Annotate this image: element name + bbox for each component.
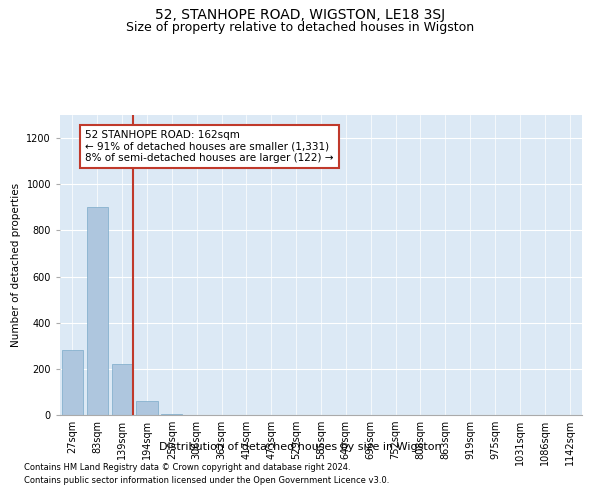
Y-axis label: Number of detached properties: Number of detached properties xyxy=(11,183,21,347)
Text: Size of property relative to detached houses in Wigston: Size of property relative to detached ho… xyxy=(126,21,474,34)
Text: Distribution of detached houses by size in Wigston: Distribution of detached houses by size … xyxy=(158,442,442,452)
Text: Contains public sector information licensed under the Open Government Licence v3: Contains public sector information licen… xyxy=(24,476,389,485)
Bar xyxy=(161,414,182,415)
Text: Contains HM Land Registry data © Crown copyright and database right 2024.: Contains HM Land Registry data © Crown c… xyxy=(24,462,350,471)
Bar xyxy=(136,401,158,415)
Bar xyxy=(112,364,133,415)
Text: 52, STANHOPE ROAD, WIGSTON, LE18 3SJ: 52, STANHOPE ROAD, WIGSTON, LE18 3SJ xyxy=(155,8,445,22)
Bar xyxy=(62,350,83,415)
Bar xyxy=(87,208,108,415)
Text: 52 STANHOPE ROAD: 162sqm
← 91% of detached houses are smaller (1,331)
8% of semi: 52 STANHOPE ROAD: 162sqm ← 91% of detach… xyxy=(85,130,334,163)
